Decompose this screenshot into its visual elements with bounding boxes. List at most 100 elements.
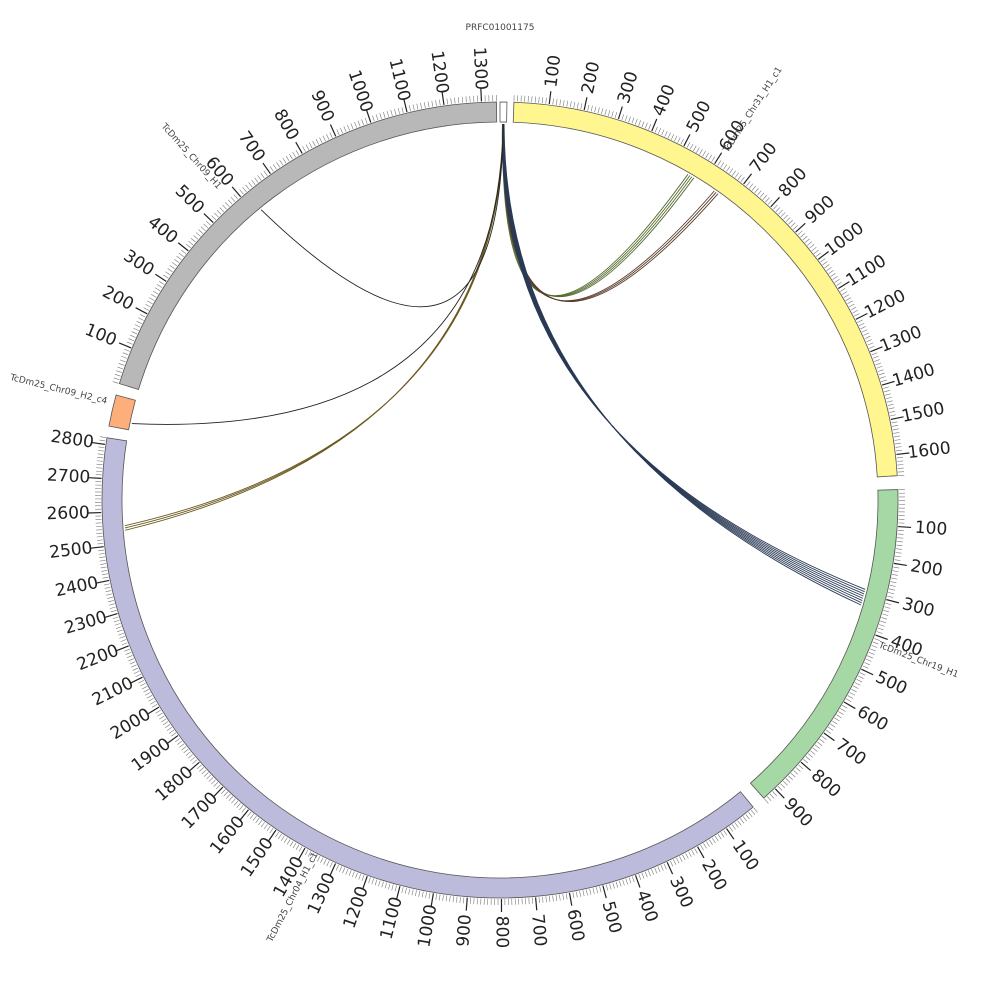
major-tick — [817, 251, 829, 260]
minor-tick — [190, 756, 196, 762]
minor-tick — [751, 185, 756, 191]
major-tick — [295, 141, 303, 154]
minor-tick — [223, 791, 229, 797]
minor-tick — [185, 243, 191, 249]
tick-label: 1200 — [340, 884, 373, 931]
minor-tick — [894, 559, 901, 561]
minor-tick — [894, 442, 902, 445]
minor-tick — [840, 708, 846, 712]
minor-tick — [187, 754, 193, 759]
minor-tick — [122, 352, 129, 356]
minor-tick — [632, 876, 635, 883]
major-tick — [743, 173, 753, 185]
minor-tick — [255, 817, 260, 824]
minor-tick — [861, 329, 868, 333]
minor-tick — [418, 890, 421, 897]
minor-tick — [757, 190, 762, 196]
minor-tick — [745, 814, 750, 820]
minor-tick — [97, 456, 104, 459]
minor-tick — [427, 101, 430, 108]
minor-tick — [688, 851, 692, 858]
minor-tick — [150, 294, 157, 298]
minor-tick — [397, 107, 400, 114]
minor-tick — [893, 435, 900, 438]
major-tick — [231, 186, 242, 198]
minor-tick — [214, 212, 219, 218]
minor-tick — [667, 132, 671, 139]
minor-tick — [773, 204, 778, 210]
major-tick — [88, 477, 102, 479]
major-tick — [823, 732, 835, 742]
minor-tick — [109, 606, 116, 609]
minor-tick — [198, 229, 204, 234]
minor-tick — [587, 104, 590, 111]
minor-tick — [258, 820, 263, 826]
minor-tick — [126, 655, 133, 659]
minor-tick — [893, 566, 900, 569]
links-layer — [124, 123, 866, 606]
minor-tick — [361, 119, 364, 126]
minor-tick — [702, 150, 706, 157]
minor-tick — [877, 369, 884, 372]
minor-tick — [896, 541, 903, 543]
minor-tick — [860, 326, 867, 330]
minor-tick — [832, 720, 838, 725]
minor-tick — [174, 738, 181, 743]
minor-tick — [896, 544, 903, 546]
minor-tick — [276, 162, 281, 168]
minor-tick — [442, 894, 444, 901]
minor-tick — [222, 204, 227, 210]
minor-tick — [295, 150, 300, 156]
minor-tick — [706, 841, 710, 847]
major-tick — [147, 706, 160, 715]
minor-tick — [785, 778, 791, 783]
minor-tick — [335, 864, 339, 871]
major-tick — [602, 885, 607, 899]
minor-tick — [812, 747, 818, 752]
minor-tick — [686, 142, 691, 148]
minor-tick — [233, 194, 239, 200]
minor-tick — [619, 880, 622, 887]
minor-tick — [438, 894, 441, 901]
minor-tick — [343, 126, 347, 132]
minor-tick — [133, 327, 139, 331]
major-tick — [800, 761, 812, 772]
minor-tick — [463, 897, 465, 904]
minor-tick — [689, 143, 694, 150]
minor-tick — [199, 767, 205, 772]
tick-label: 1600 — [907, 438, 952, 463]
minor-tick — [552, 895, 554, 902]
minor-tick — [295, 844, 300, 851]
minor-tick — [896, 457, 903, 459]
major-tick — [651, 118, 658, 132]
minor-tick — [895, 555, 902, 558]
minor-tick — [804, 238, 810, 243]
minor-tick — [555, 895, 558, 902]
minor-tick — [216, 210, 222, 215]
major-tick — [898, 525, 912, 529]
tick-label: 800 — [269, 106, 302, 144]
major-tick — [130, 676, 143, 684]
minor-tick — [542, 896, 544, 903]
major-tick — [116, 645, 129, 652]
minor-tick — [685, 853, 689, 859]
tick-label: 2800 — [49, 427, 95, 453]
minor-tick — [119, 359, 126, 363]
minor-tick — [263, 170, 268, 177]
minor-tick — [876, 365, 883, 369]
minor-tick — [368, 877, 371, 884]
major-tick — [893, 562, 907, 567]
tick-label: 2100 — [89, 673, 137, 710]
minor-tick — [315, 139, 320, 145]
segment-label-PRFC01001175: PRFC01001175 — [466, 23, 535, 33]
minor-tick — [592, 887, 595, 894]
tick-label: 700 — [832, 735, 870, 770]
minor-tick — [411, 889, 414, 896]
minor-tick — [100, 566, 107, 569]
minor-tick — [607, 110, 611, 117]
minor-tick — [131, 664, 137, 668]
minor-tick — [119, 636, 126, 639]
minor-tick — [696, 147, 700, 153]
minor-tick — [226, 793, 231, 799]
